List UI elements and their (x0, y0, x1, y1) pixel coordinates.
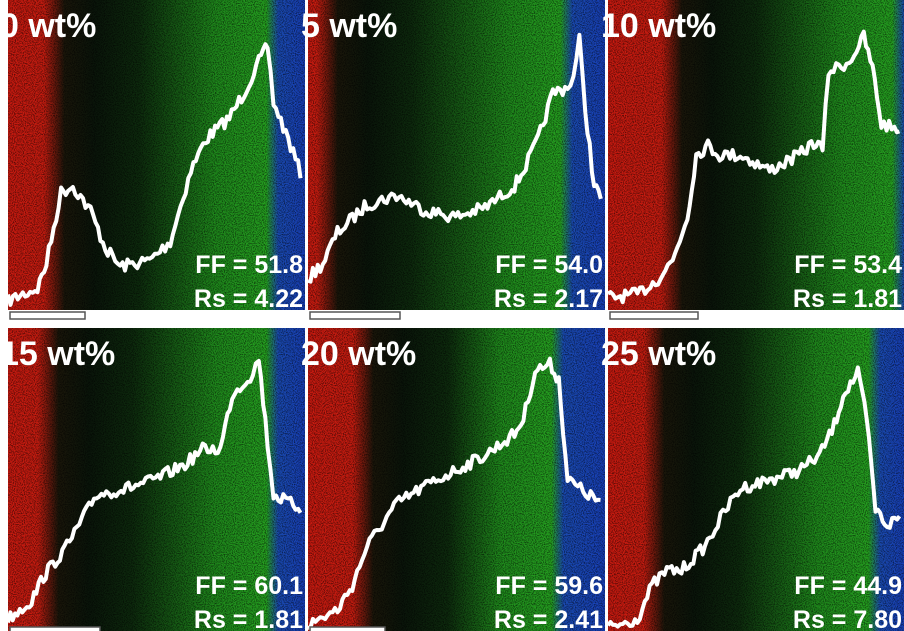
series-resistance: Rs = 4.22 (194, 285, 303, 313)
fill-factor: FF = 51.8 (195, 251, 303, 279)
panel: 15 wt% FF = 60.1 Rs = 1.81 (0, 328, 305, 631)
profile-line (307, 32, 603, 284)
fill-factor: FF = 53.4 (794, 251, 902, 279)
scale-bar (309, 626, 386, 631)
scale-bar (9, 311, 86, 320)
panel: 20 wt% FF = 59.6 Rs = 2.41 (301, 328, 605, 631)
fill-factor: FF = 59.6 (495, 572, 603, 600)
panel: 10 wt% FF = 53.4 Rs = 1.81 (601, 0, 904, 320)
panel-label: 25 wt% (601, 335, 716, 373)
profile-line (606, 365, 902, 629)
map-noise (308, 0, 605, 310)
scale-bar (609, 311, 699, 320)
panel-label: 20 wt% (301, 335, 416, 373)
map-noise (8, 0, 305, 310)
fill-factor: FF = 44.9 (794, 572, 902, 600)
panel: 25 wt% FF = 44.9 Rs = 7.80 (601, 328, 904, 631)
scale-bar (9, 626, 101, 631)
panel-label: 0 wt% (0, 7, 96, 45)
panel-label: 15 wt% (0, 335, 115, 373)
scale-bar (309, 311, 401, 320)
series-resistance: Rs = 7.80 (793, 606, 902, 631)
series-resistance: Rs = 2.41 (494, 606, 603, 631)
fill-factor: FF = 60.1 (195, 572, 303, 600)
series-resistance: Rs = 1.81 (793, 285, 902, 313)
profile-line (307, 356, 601, 630)
map-noise (8, 328, 305, 631)
panel: 5 wt% FF = 54.0 Rs = 2.17 (301, 0, 605, 320)
series-resistance: Rs = 1.81 (194, 606, 303, 631)
profile-line (6, 358, 303, 624)
profile-line (6, 42, 303, 307)
panel-label: 10 wt% (601, 7, 716, 45)
fill-factor: FF = 54.0 (495, 251, 603, 279)
profile-line (607, 29, 901, 305)
panel-label: 5 wt% (301, 7, 397, 45)
panel: 0 wt% FF = 51.8 Rs = 4.22 (0, 0, 305, 320)
series-resistance: Rs = 2.17 (494, 285, 603, 313)
